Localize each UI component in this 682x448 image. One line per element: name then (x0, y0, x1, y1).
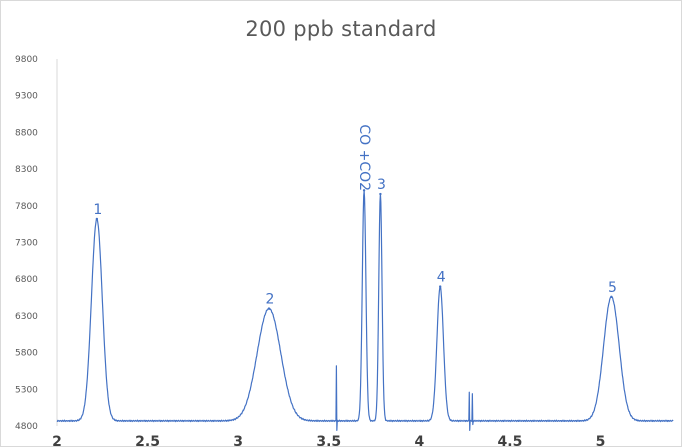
peak-point (362, 189, 366, 192)
x-tick-label: 3.5 (316, 434, 341, 448)
peak-point (438, 285, 442, 288)
peak-label: 1 (93, 202, 102, 218)
peak-label: 5 (608, 280, 617, 296)
peak-label: 4 (437, 270, 446, 286)
y-tick-label: 5800 (15, 349, 38, 359)
peak-point (379, 192, 382, 196)
y-tick-label: 8300 (15, 165, 38, 175)
y-tick-label: 7800 (15, 202, 38, 212)
peak-label: 3 (377, 177, 386, 193)
peak-label: 2 (266, 292, 275, 308)
y-tick-label: 4800 (15, 422, 38, 432)
y-tick-label: 6800 (15, 275, 38, 285)
peak-point (95, 217, 99, 221)
chart-title: 200 ppb standard (245, 17, 437, 41)
x-tick-label: 5 (596, 434, 606, 448)
y-tick-label: 5300 (15, 385, 38, 395)
y-tick-label: 6300 (15, 312, 38, 322)
y-tick-label: 9800 (15, 55, 38, 65)
x-tick-label: 2.5 (135, 434, 160, 448)
signal-series-line (56, 190, 674, 431)
y-tick-label: 8800 (15, 128, 38, 138)
y-tick-label: 7300 (15, 239, 38, 249)
x-tick-label: 4.5 (498, 434, 523, 448)
x-tick-label: 4 (414, 434, 424, 448)
x-tick-label: 3 (233, 434, 243, 448)
peak-label: CO +CO2 (356, 124, 372, 191)
y-tick-label: 9300 (15, 92, 38, 102)
x-tick-label: 2 (52, 434, 62, 448)
peak-point (267, 307, 271, 310)
peak-point (610, 295, 613, 299)
